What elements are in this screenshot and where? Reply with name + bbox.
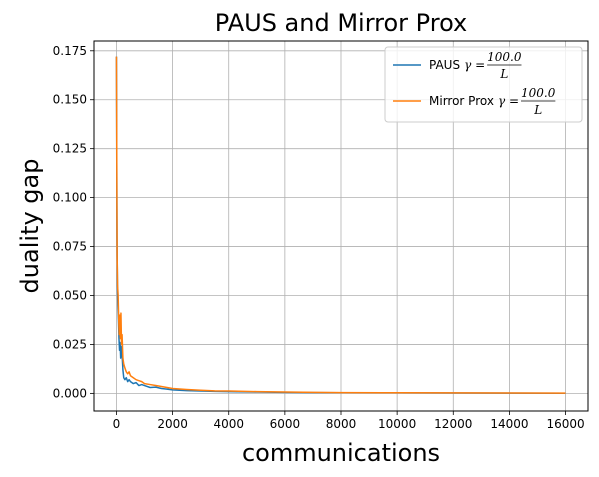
x-tick-label: 0: [113, 417, 121, 431]
chart-title: PAUS and Mirror Prox: [215, 9, 467, 37]
x-tick-label: 12000: [434, 417, 472, 431]
legend-frac-num-paus: 100.0: [487, 50, 522, 64]
legend-gamma-mirror-prox: γ =: [498, 94, 519, 108]
legend-frac-num-mirror-prox: 100.0: [521, 86, 556, 100]
x-tick-label: 14000: [490, 417, 528, 431]
x-tick-label: 2000: [157, 417, 188, 431]
legend-frac-den-mirror-prox: L: [533, 103, 542, 117]
legend-box: [384, 46, 583, 123]
y-axis-label: duality gap: [16, 159, 44, 294]
x-tick-label: 8000: [326, 417, 357, 431]
x-tick-label: 16000: [546, 417, 584, 431]
series-line-mirror-prox: [115, 56, 566, 394]
x-axis: 0 2000 4000 6000 8000 10000 12000 14000 16000: [113, 411, 585, 431]
legend-entry-mirror-prox: Mirror Prox γ = 100.0 L: [393, 86, 556, 117]
legend-label-mirror-prox: Mirror Prox: [429, 94, 494, 108]
legend-gamma-paus: γ =: [464, 58, 485, 72]
y-tick-label: 0.175: [53, 44, 87, 58]
x-tick-label: 10000: [378, 417, 416, 431]
x-tick-label: 6000: [270, 417, 301, 431]
y-tick-label: 0.050: [53, 288, 87, 302]
plot-lines: [115, 56, 566, 394]
y-tick-label: 0.075: [53, 240, 87, 254]
y-tick-label: 0.000: [53, 386, 87, 400]
x-tick-label: 4000: [213, 417, 244, 431]
y-axis: 0.000 0.025 0.050 0.075 0.100 0.125 0.150 0.175: [53, 44, 94, 400]
legend-label-paus: PAUS: [429, 58, 460, 72]
y-tick-label: 0.100: [53, 191, 87, 205]
y-tick-label: 0.125: [53, 142, 87, 156]
legend-entry-paus: PAUS γ = 100.0 L: [393, 50, 522, 81]
y-tick-label: 0.025: [53, 337, 87, 351]
y-tick-label: 0.150: [53, 93, 87, 107]
legend-frac-den-paus: L: [499, 67, 508, 81]
legend: PAUS γ = 100.0 L Mirror Prox γ = 100.0 L: [384, 46, 583, 123]
x-axis-label: communications: [242, 439, 440, 467]
